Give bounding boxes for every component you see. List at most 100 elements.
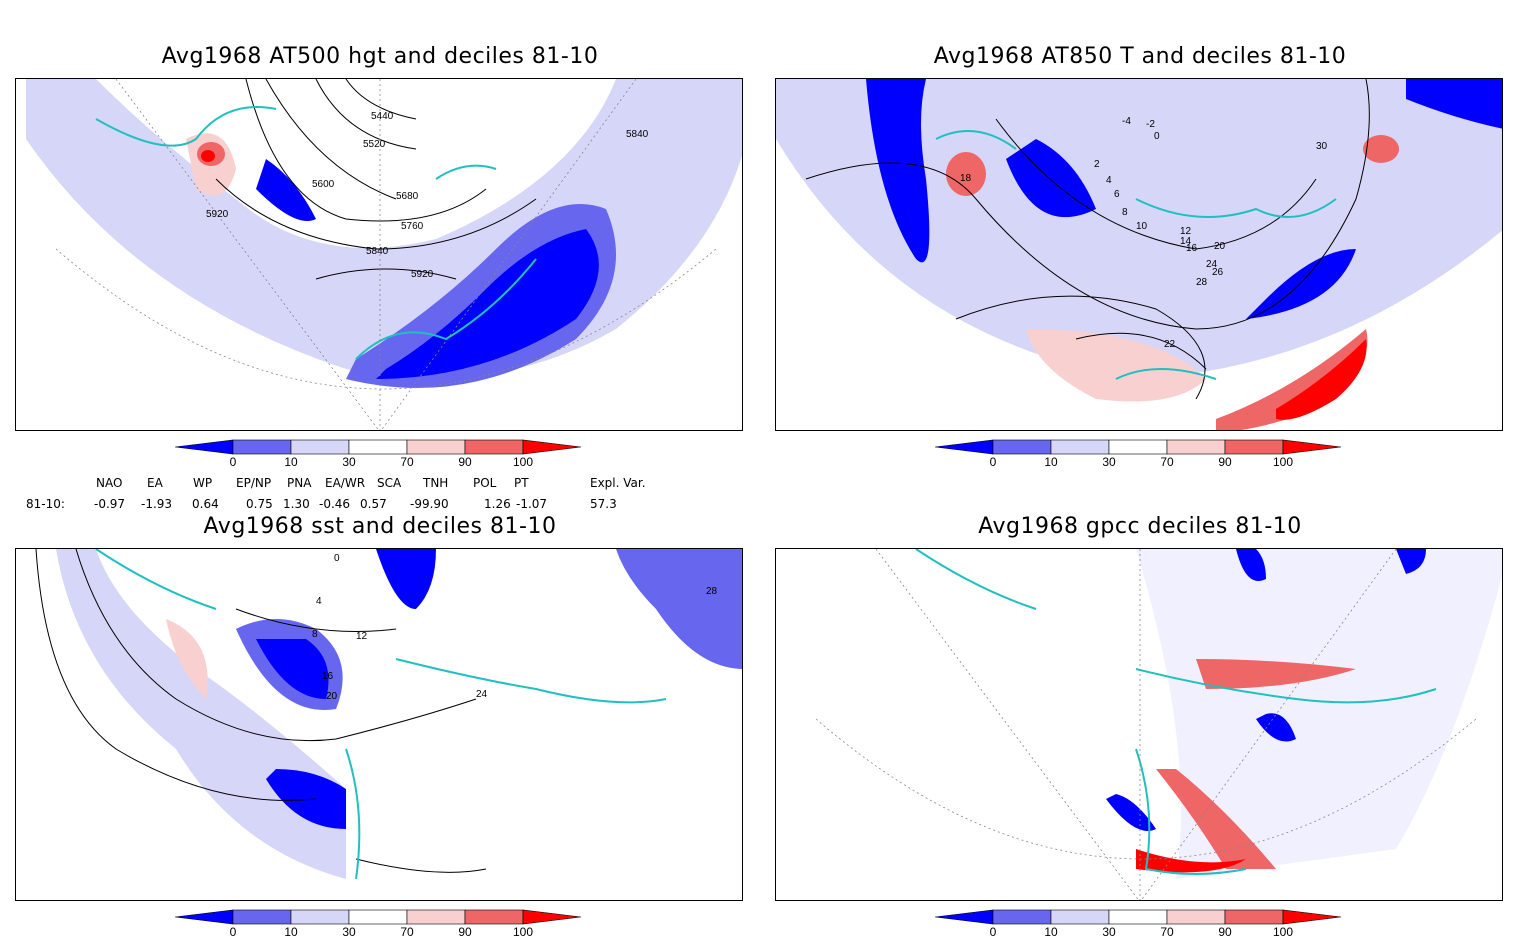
map-t850-svg: -4 -2 0 2 4 6 8 10 12 14 16 18 20 22 24 …	[776, 79, 1502, 430]
colorbar-segment	[992, 909, 1052, 925]
colorbar-segment	[1224, 439, 1284, 455]
colorbar-gpcc: 0 10 30 70 90 100	[934, 908, 1355, 944]
map-sst-svg: 0 4 8 12 16 20 24 28	[35, 549, 742, 880]
contour-label: 5760	[401, 221, 424, 232]
map-hgt500-svg: 5440 5520 5600 5680 5760 5840 5920 5840 …	[16, 79, 742, 430]
contour-label: -2	[1146, 119, 1155, 130]
coastlines	[915, 549, 1437, 875]
contour-label: 12	[1180, 226, 1192, 237]
colorbar-segment	[522, 909, 582, 925]
colorbar-tick-label: 90	[1218, 455, 1232, 469]
indices-value-pt: -1.07	[516, 497, 548, 511]
colorbar-tick-label: 0	[989, 455, 997, 469]
indices-value-eawr: -0.46	[319, 497, 351, 511]
colorbar-tick-label: 30	[342, 455, 356, 469]
anomaly-shading-red-light	[1026, 329, 1206, 402]
indices-header-eawr: EA/WR	[325, 476, 366, 490]
anomaly-shading-blue-dark	[866, 79, 930, 263]
indices-value-pna: 1.30	[283, 497, 310, 511]
anomaly-shading-blue-dark	[376, 229, 599, 379]
colorbar-tick-label: 70	[1160, 925, 1174, 939]
indices-header-pol: POL	[473, 476, 497, 490]
colorbar-tick-label: 0	[229, 455, 237, 469]
contour-label: 0	[1154, 131, 1160, 142]
colorbar-tick-label: 10	[1044, 925, 1058, 939]
precip-speckle-light	[1136, 549, 1502, 879]
colorbar-segment	[1166, 439, 1226, 455]
anomaly-shading-blue-trough	[256, 159, 316, 221]
colorbar-segment	[1050, 439, 1110, 455]
precip-deciles-blue	[1106, 794, 1156, 831]
contour-label: -4	[1122, 116, 1131, 127]
contour-label: 26	[1212, 267, 1224, 278]
colorbar-segment	[174, 909, 234, 925]
colorbar-segment	[290, 909, 350, 925]
colorbar-tick-label: 100	[1272, 925, 1294, 939]
colorbar-tick-label: 30	[1102, 925, 1116, 939]
colorbar-segment	[1050, 909, 1110, 925]
colorbar-segment	[232, 439, 292, 455]
colorbar-tick-label: 30	[1102, 455, 1116, 469]
colorbar-segment	[348, 909, 408, 925]
contour-label: 12	[356, 631, 368, 642]
colorbar-tick-label: 0	[989, 925, 997, 939]
colorbar-segment	[934, 439, 994, 455]
coastlines	[95, 106, 537, 360]
contour-label: 4	[316, 596, 322, 607]
colorbar-segment	[406, 909, 466, 925]
anomaly-shading-blue-dark	[376, 549, 436, 609]
contour-label: 14	[1180, 236, 1192, 247]
colorbar-tick-label: 90	[458, 455, 472, 469]
anomaly-shading-red-warm	[946, 152, 986, 196]
map-gpcc-svg	[815, 549, 1502, 900]
colorbar-segment	[934, 909, 994, 925]
indices-header-explvar: Expl. Var.	[590, 476, 646, 490]
colorbar-swatches	[174, 909, 582, 925]
precip-deciles-blue	[1396, 549, 1426, 574]
map-panel-hgt500: 5440 5520 5600 5680 5760 5840 5920 5840 …	[15, 78, 743, 431]
height-contours	[215, 79, 537, 280]
contour-label: 24	[1206, 259, 1218, 270]
graticule	[55, 79, 717, 430]
anomaly-shading-blue-light	[776, 79, 1502, 379]
indices-value-ea: -1.93	[141, 497, 173, 511]
indices-value-nao: -0.97	[94, 497, 126, 511]
colorbar-segment	[1282, 439, 1342, 455]
precip-deciles-blue	[1236, 549, 1266, 581]
precip-deciles-red-core	[1136, 849, 1246, 873]
anomaly-shading-red-core	[1276, 339, 1367, 420]
contour-label: 28	[706, 586, 718, 597]
anomaly-shading-red-dark	[1216, 329, 1368, 430]
sst-contours	[35, 549, 487, 873]
anomaly-shading-blue-dark	[1406, 79, 1502, 129]
contour-label: 16	[1186, 243, 1198, 254]
anomaly-shading-blue-medium	[616, 549, 742, 669]
contour-label: 5600	[312, 179, 335, 190]
anomaly-shading-blue-dark	[266, 769, 346, 829]
indices-header-sca: SCA	[377, 476, 402, 490]
colorbar-t850: 0 10 30 70 90 100	[934, 438, 1355, 474]
panel-title-hgt500: Avg1968 AT500 hgt and deciles 81-10	[161, 44, 599, 69]
colorbar-segment	[174, 439, 234, 455]
precip-deciles-blue	[1256, 713, 1296, 742]
anomaly-shading-blue-dark	[256, 639, 329, 699]
contour-label: 28	[1196, 277, 1208, 288]
contour-label: 24	[476, 689, 488, 700]
colorbar-tick-label: 10	[284, 925, 298, 939]
colorbar-segment	[464, 909, 524, 925]
colorbar-tick-label: 30	[342, 925, 356, 939]
contour-label: 2	[1094, 159, 1100, 170]
colorbar-tick-label: 100	[512, 455, 534, 469]
indices-header-ea: EA	[147, 476, 163, 490]
colorbar-swatches	[174, 439, 582, 455]
colorbar-segment	[992, 439, 1052, 455]
colorbar-segment	[232, 909, 292, 925]
colorbar-tick-label: 70	[400, 455, 414, 469]
colorbar-segment	[522, 439, 582, 455]
colorbar-segment	[1166, 909, 1226, 925]
contour-label: 20	[326, 691, 338, 702]
panel-title-t850: Avg1968 AT850 T and deciles 81-10	[933, 44, 1347, 69]
contour-label: 5680	[396, 191, 419, 202]
contour-label: 0	[334, 553, 340, 564]
contour-label: 5920	[206, 209, 229, 220]
